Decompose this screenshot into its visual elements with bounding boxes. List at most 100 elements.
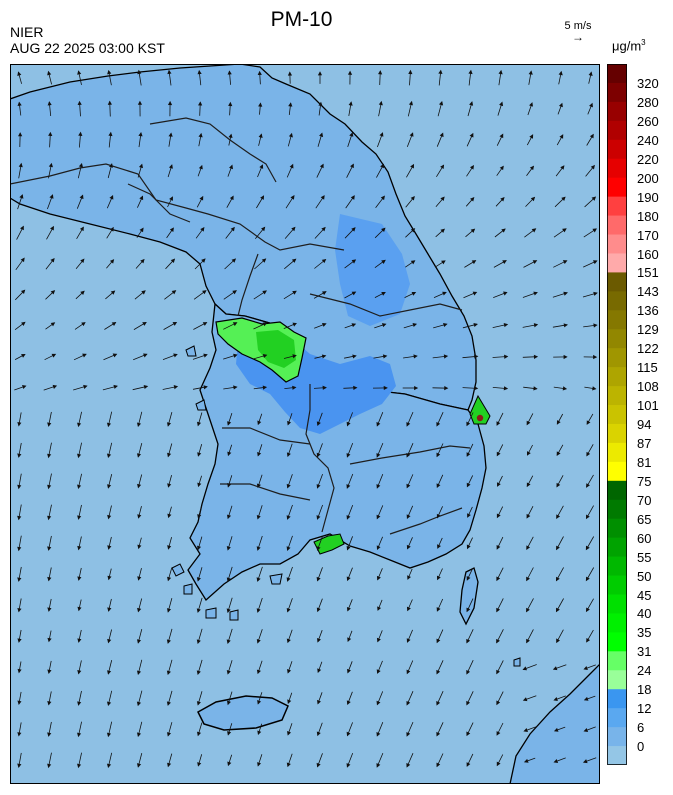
- wind-arrow-head: [406, 606, 411, 612]
- wind-arrow-head: [496, 421, 501, 426]
- wind-arrow-head: [563, 291, 568, 296]
- legend-tick-label: 70: [637, 492, 652, 508]
- wind-arrow-head: [136, 453, 142, 458]
- wind-arrow-head: [526, 420, 531, 426]
- wind-arrow-head: [168, 164, 173, 169]
- legend-tick-label: 60: [637, 530, 652, 546]
- wind-arrow-head: [172, 321, 178, 326]
- wind-arrow-head: [586, 638, 591, 643]
- wind-arrow-head: [528, 70, 533, 75]
- wind-arrow-head: [291, 258, 297, 263]
- wind-arrow-head: [562, 386, 568, 391]
- wind-arrow-head: [49, 194, 54, 199]
- wind-arrow-head: [553, 758, 559, 763]
- wind-arrow-head: [406, 762, 411, 768]
- wind-arrow-head: [77, 515, 82, 520]
- wind-arrow-head: [436, 483, 441, 488]
- wind-arrow-head: [228, 133, 233, 139]
- wind-arrow-head: [443, 354, 449, 359]
- legend-swatch: [607, 177, 627, 198]
- legend-tick-label: 143: [637, 284, 659, 300]
- wind-arrow-head: [501, 228, 506, 233]
- wind-arrow-head: [291, 226, 296, 232]
- wind-arrow-head: [77, 638, 82, 643]
- legend-tick-label: 151: [637, 265, 659, 281]
- wind-arrow-head: [470, 228, 476, 233]
- wind-arrow-head: [227, 731, 232, 736]
- wind-arrow-head: [262, 353, 268, 359]
- wind-arrow-head: [257, 70, 262, 76]
- wind-arrow-head: [203, 385, 208, 390]
- wind-arrow-head: [106, 701, 112, 707]
- wind-arrow-head: [137, 69, 142, 75]
- wind-arrow-head: [316, 576, 321, 582]
- wind-arrow-head: [376, 421, 381, 427]
- wind-arrow-head: [83, 384, 88, 389]
- wind-arrow-head: [586, 451, 591, 457]
- wind-arrow-head: [441, 260, 446, 265]
- wind-arrow-head: [440, 228, 445, 233]
- wind-arrow-head: [503, 291, 508, 296]
- wind-arrow-head: [440, 196, 445, 202]
- legend-tick-label: 101: [637, 398, 659, 413]
- map-title: PM-10: [270, 8, 333, 31]
- legend-tick-label: 200: [637, 170, 659, 186]
- timestamp-label: AUG 22 2025 03:00 KST: [10, 40, 165, 56]
- wind-arrow-head: [473, 322, 478, 328]
- wind-arrow-head: [256, 669, 261, 675]
- wind-arrow-head: [137, 483, 142, 489]
- wind-arrow-head: [533, 354, 539, 359]
- wind-arrow-head: [262, 322, 268, 327]
- wind-arrow-head: [352, 354, 357, 359]
- unit-exponent: 3: [641, 38, 646, 47]
- wind-arrow-head: [316, 762, 321, 768]
- wind-arrow-head: [203, 353, 208, 358]
- legend-tick-label: 55: [637, 549, 652, 565]
- wind-arrow-head: [379, 132, 384, 137]
- wind-arrow-head: [347, 668, 351, 674]
- wind-arrow-head: [346, 700, 351, 706]
- wind-arrow-head: [110, 290, 116, 295]
- wind-arrow-head: [168, 132, 173, 137]
- wind-arrow-head: [230, 226, 235, 232]
- wind-arrow-head: [346, 763, 351, 768]
- wind-arrow-head: [321, 354, 327, 359]
- wind-arrow-head: [18, 132, 23, 137]
- wind-arrow-head: [347, 637, 352, 643]
- legend-tick-label: 6: [637, 720, 645, 736]
- wind-arrow-head: [529, 134, 534, 139]
- unit-base: μg/m: [612, 38, 642, 54]
- legend-swatch: [607, 348, 627, 368]
- wind-arrow-head: [77, 100, 82, 106]
- wind-arrow-head: [292, 354, 297, 359]
- wind-arrow-head: [591, 196, 597, 201]
- wind-arrow-head: [166, 701, 171, 706]
- wind-arrow-head: [136, 732, 142, 738]
- legend-tick-label: 24: [637, 663, 652, 679]
- province-borders: [10, 117, 471, 535]
- legend-swatch: [607, 594, 627, 615]
- wind-arrow-head: [436, 607, 441, 612]
- wind-arrow-head: [436, 731, 441, 737]
- legend-tick-label: 190: [637, 189, 659, 205]
- legend-tick-label: 12: [637, 701, 652, 717]
- wind-arrow-head: [226, 577, 231, 582]
- wind-arrow-head: [346, 545, 351, 551]
- wind-arrow-head: [413, 354, 418, 359]
- wind-arrow-head: [19, 194, 24, 199]
- wind-arrow-head: [317, 71, 323, 76]
- wind-arrow-head: [350, 163, 354, 169]
- legend-tick-label: 136: [637, 303, 659, 319]
- wind-arrow-head: [353, 385, 358, 390]
- wind-arrow-head: [351, 227, 356, 232]
- wind-arrow-head: [466, 482, 471, 488]
- wind-arrow-head: [20, 257, 25, 263]
- wind-arrow-head: [17, 515, 22, 521]
- wind-arrow-head: [108, 131, 113, 137]
- wind-arrow-head: [21, 353, 26, 358]
- wind-arrow-head: [17, 763, 22, 768]
- wind-arrow-head: [138, 132, 143, 137]
- wind-arrow-head: [466, 421, 471, 427]
- wind-arrow-head: [109, 226, 114, 232]
- wind-arrow-head: [466, 576, 471, 581]
